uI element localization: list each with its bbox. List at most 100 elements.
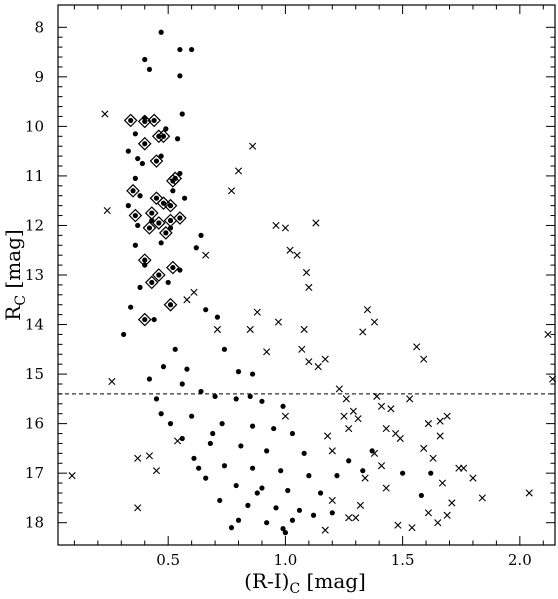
star-point-cross [324,432,332,440]
star-point-cross [108,377,116,386]
star-point-dot [289,517,296,523]
star-point-dot [264,520,270,526]
star-point-cross [293,251,301,259]
star-point-diamond [126,183,140,198]
cross-stroke [391,429,400,438]
star-point-cross [387,405,395,413]
star-point-dot [177,46,183,53]
star-point-cross [420,355,428,363]
star-point-cross [281,412,289,420]
star-point-dot [285,487,291,494]
cross-stroke [434,519,442,527]
cross-stroke [363,306,372,314]
star-point-cross [469,474,477,482]
star-point-dot [306,473,312,479]
cross-stroke [286,246,294,254]
cross-stroke [478,494,486,502]
star-point-diamond-center [167,203,174,209]
cross-stroke [382,484,390,492]
star-point-cross [443,511,451,519]
y-axis-title-unit: [mag] [1,229,25,295]
star-point-dot [142,56,148,63]
star-point-dot [142,262,148,268]
star-point-diamond-center [142,257,148,263]
cross-stroke [436,432,444,440]
star-point-dot [177,267,183,273]
star-point-dot [146,376,153,382]
star-point-cross [246,325,254,334]
star-point-cross [408,524,416,532]
star-point-cross [361,474,369,482]
star-point-diamond-center [149,279,155,286]
star-point-cross [443,412,451,420]
star-point-cross [370,318,379,326]
star-point-cross [134,454,142,462]
star-point-diamond-center [132,212,138,219]
star-point-cross [352,514,360,522]
cross-stroke [134,504,142,512]
cross-stroke [361,474,369,482]
star-point-cross [406,395,414,403]
star-point-dot [193,245,199,251]
star-point-dot [125,203,131,209]
star-point-cross [272,221,280,230]
star-point-cross [286,246,294,254]
star-point-dot [428,470,434,476]
x-axis-title-unit: [mag] [300,569,366,593]
cross-stroke [183,296,191,304]
frame-layer: 0.5 1.0 1.5 2.0 8 9 10 11 12 13 14 15 16 17 18 [25,4,556,569]
cross-stroke [305,283,313,291]
star-point-dot [128,304,134,310]
star-point-diamond-center [163,230,169,236]
star-point-dot [221,346,228,352]
cross-stroke [443,412,451,420]
star-point-dot [221,463,228,469]
cross-stroke [103,207,111,215]
star-point-dot [301,450,307,456]
star-point-diamond [173,211,187,225]
star-point-diamond [137,312,152,327]
star-point-dot [273,505,279,511]
star-point-dot [139,160,145,167]
star-point-dot [132,175,138,181]
star-point-cross [134,504,142,512]
star-point-dot [329,510,335,516]
cross-stroke [134,454,142,462]
cross-stroke [263,348,271,356]
star-point-cross [305,358,313,366]
star-point-diamond-center [156,220,162,226]
star-point-dot [346,458,352,464]
cross-stroke [101,110,109,118]
cross-stroke [352,514,360,522]
star-point-dot [158,29,164,35]
cross-stroke [324,432,332,440]
star-point-dot [280,526,286,532]
star-point-cross [424,509,432,517]
star-point-dot [207,440,213,447]
star-point-dot [149,217,155,224]
star-point-cross [354,415,362,423]
y-tick-label: 9 [34,68,44,86]
cross-stroke [300,325,308,334]
cross-stroke [345,424,353,433]
star-point-cross [328,496,336,505]
star-point-diamond-center [156,133,162,139]
star-point-dot [289,430,296,437]
star-point-diamond [147,113,161,128]
star-point-dot [135,222,141,229]
star-point-cross [101,110,109,118]
star-point-dot [310,512,317,518]
star-point-dot [418,492,424,499]
star-point-diamond [163,198,178,213]
cross-stroke [342,395,350,403]
star-point-dot [233,482,239,489]
star-point-cross [377,462,386,470]
star-point-cross [434,519,442,527]
y-tick-label: 11 [25,167,44,185]
cross-stroke [274,318,282,326]
star-point-cross [363,306,372,314]
cross-stroke [443,511,451,519]
star-point-cross [312,219,320,227]
star-point-diamond-center [130,188,136,194]
y-tick-label: 15 [25,365,44,383]
